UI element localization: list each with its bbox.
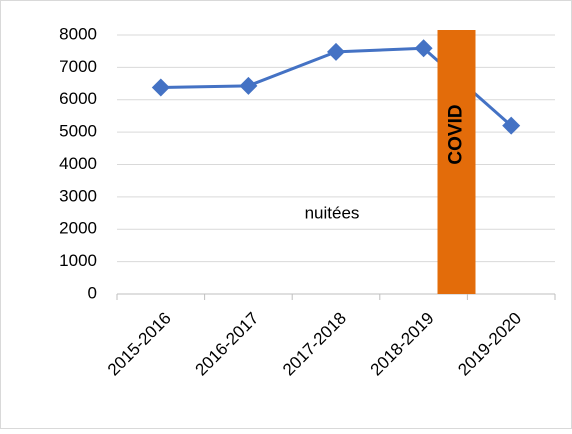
series-name: nuitées	[305, 203, 360, 222]
y-tick-label: 4000	[59, 154, 97, 173]
marker	[151, 78, 170, 97]
y-tick-label: 5000	[59, 122, 97, 141]
y-tick-label: 1000	[59, 251, 97, 270]
y-tick-label: 3000	[59, 186, 97, 205]
y-tick-label: 0	[88, 283, 97, 302]
y-tick-label: 8000	[59, 24, 97, 43]
marker	[414, 39, 433, 58]
covid-label: COVID	[446, 104, 467, 164]
marker	[239, 76, 258, 95]
covid-bar	[437, 30, 476, 294]
y-tick-label: 7000	[59, 57, 97, 76]
y-tick-label: 6000	[59, 89, 97, 108]
y-tick-label: 2000	[59, 219, 97, 238]
marker	[502, 116, 521, 135]
marker	[327, 42, 345, 61]
